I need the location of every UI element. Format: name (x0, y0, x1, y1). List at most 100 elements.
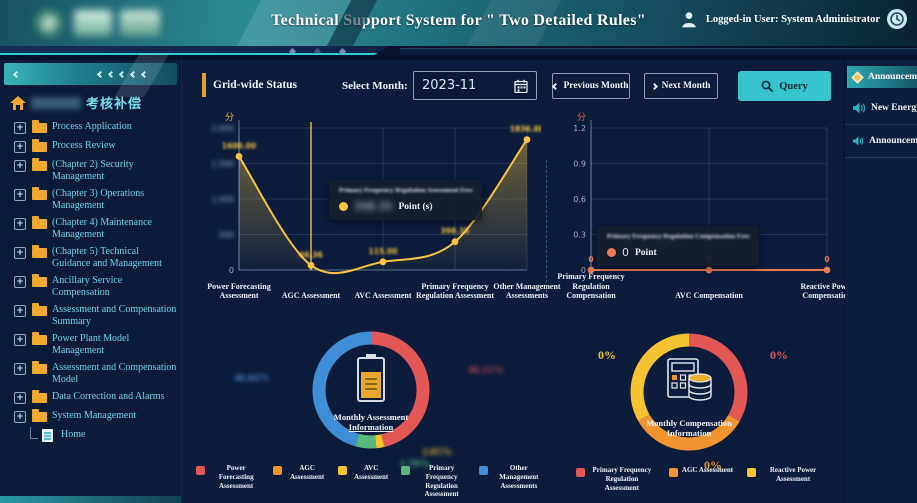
monthly-compensation-donut[interactable]: Monthly Compensation Information (627, 330, 751, 454)
legend-swatch (401, 466, 411, 475)
legend-swatch (478, 466, 488, 475)
calendar-icon (514, 79, 528, 93)
sidebar-item-assessment-and-compensation-summary[interactable]: + Assessment and Compensation Summary (0, 301, 181, 330)
compensation-line-chart[interactable]: 0 0.3 0.6 0.9 1.2 分 0 0 0 Primary Frequency Regu… (553, 110, 853, 302)
collapse-arrow-icon[interactable] (12, 70, 21, 78)
expand-plus-icon[interactable]: + (14, 411, 26, 423)
legend-item-power-forecasting-assessment[interactable]: Power Forecasting Assessment (196, 464, 263, 499)
legend-label: AVC Assessment (354, 464, 389, 481)
sidebar-title: 考核补偿 (10, 93, 142, 112)
accent-bar (202, 73, 206, 97)
legend-item-agc-assessment[interactable]: AGC Assessment (273, 464, 328, 499)
expand-plus-icon[interactable]: + (14, 122, 26, 134)
sidebar-item-chapter-3-operations-management[interactable]: + (Chapter 3) Operations Management (0, 185, 181, 214)
pct-label-reactive-power: 0% (598, 348, 616, 362)
sidebar-item-chapter-5-technical-guidance-and-management[interactable]: + (Chapter 5) Technical Guidance and Mana… (0, 243, 181, 272)
svg-text:1,500: 1,500 (211, 160, 234, 169)
pct-label-power-forecasting: 46.12% (468, 364, 504, 376)
sidebar-item-label: Process Application (52, 121, 132, 132)
legend-swatch (196, 466, 205, 475)
folder-icon (32, 187, 47, 200)
announcement-item-new-energy[interactable]: New Energy (845, 92, 917, 125)
previous-month-label: Previous Month (563, 81, 629, 91)
main-content: Grid-wide Status Select Month: 2023-11 (181, 60, 854, 503)
expand-plus-icon[interactable]: + (14, 305, 26, 317)
sidebar-item-ancillary-service-compensation[interactable]: + Ancillary Service Compensation (0, 272, 181, 301)
clock-icon[interactable] (887, 9, 907, 29)
svg-text:0: 0 (229, 266, 234, 275)
sidebar-footer-bar (0, 496, 181, 503)
folder-icon (32, 158, 47, 171)
legend-item-avc-assessment[interactable]: AVC Assessment (337, 464, 392, 499)
legend-label: Other Management Assessments (499, 464, 539, 490)
previous-month-button[interactable]: Previous Month (552, 73, 630, 99)
announcements-header-label: Announcements (868, 72, 917, 82)
legend-item-reactive-power-assessment[interactable]: Reactive Power Assessment (747, 466, 826, 492)
sidebar-item-label: (Chapter 2) Security Management (52, 159, 134, 182)
donut-title-line1: Monthly Compensation (646, 418, 732, 428)
sidebar-item-process-review[interactable]: + Process Review (0, 137, 181, 156)
sidebar-item-chapter-2-security-management[interactable]: + (Chapter 2) Security Management (0, 156, 181, 185)
sidebar-item-label: System Management (52, 410, 137, 421)
announcement-label: New Energy (870, 103, 917, 113)
announcement-item-announcement[interactable]: Announcement (845, 125, 917, 158)
legend-item-other-management-assessments[interactable]: Other Management Assessments (478, 464, 546, 499)
monthly-assessment-donut[interactable]: Monthly Assessment Information (309, 328, 433, 452)
svg-text:0: 0 (588, 255, 593, 264)
sidebar-item-power-plant-model-management[interactable]: + Power Plant Model Management (0, 330, 181, 359)
svg-text:1836.88: 1836.88 (510, 125, 541, 134)
svg-text:分: 分 (225, 112, 234, 123)
sidebar-item-chapter-4-maintenance-management[interactable]: + (Chapter 4) Maintenance Management (0, 214, 181, 243)
svg-text:0.3: 0.3 (573, 231, 586, 240)
folder-icon (32, 409, 47, 422)
expand-plus-icon[interactable]: + (14, 392, 26, 404)
document-icon (42, 429, 53, 442)
legend-item-agc-assessment[interactable]: AGC Assessment (668, 466, 733, 492)
sidebar-item-label: Assessment and Compensation Summary (52, 304, 177, 327)
chevron-right-icon (650, 82, 658, 90)
sidebar-item-label: (Chapter 3) Operations Management (52, 188, 145, 211)
expand-plus-icon[interactable]: + (14, 160, 26, 172)
toolbar: Grid-wide Status Select Month: 2023-11 (182, 60, 844, 106)
sidebar-item-home[interactable]: Home (0, 426, 181, 445)
pct-label-primary-frequency-comp: 0% (770, 348, 788, 362)
donut-title: Monthly Assessment Information (316, 412, 426, 432)
expand-plus-icon[interactable]: + (14, 363, 26, 375)
expand-plus-icon[interactable]: + (14, 218, 26, 230)
header-decor-shade (657, 0, 917, 46)
expand-plus-icon[interactable]: + (14, 247, 26, 259)
expand-plus-icon[interactable]: + (14, 276, 26, 288)
month-picker-input[interactable]: 2023-11 (413, 71, 537, 100)
sidebar-collapse-bar[interactable] (4, 63, 177, 85)
assessment-line-chart[interactable]: 0 500 1,000 1,500 2,000 分 1600.00 66.36 115.00 39… (201, 110, 560, 302)
announcements-header[interactable]: Announcements (847, 66, 917, 88)
sidebar-item-label: Ancillary Service Compensation (52, 275, 123, 298)
expand-plus-icon[interactable]: + (14, 189, 26, 201)
sidebar-item-assessment-and-compensation-model[interactable]: + Assessment and Compensation Model (0, 359, 181, 388)
sidebar-item-label: (Chapter 5) Technical Guidance and Manag… (52, 246, 162, 269)
legend-item-primary-frequency-regulation-assessment[interactable]: Primary Frequency Regulation Assessment (401, 464, 468, 499)
x-category-power-forecasting-assessment: Power Forecasting Assessment (207, 281, 271, 300)
pct-label-other-management: 46.04% (234, 372, 270, 384)
expand-plus-icon[interactable]: + (14, 334, 26, 346)
legend-item-primary-frequency-regulation-assessment[interactable]: Primary Frequency Regulation Assessment (575, 466, 655, 492)
legend-label: AGC Assessment (289, 464, 325, 481)
next-month-button[interactable]: Next Month (644, 73, 718, 99)
folder-icon (32, 216, 47, 229)
decor-bar (400, 48, 917, 55)
sidebar-item-process-application[interactable]: + Process Application (0, 118, 181, 137)
folder-icon (32, 332, 47, 345)
speaker-icon (853, 136, 864, 146)
sidebar-item-data-correction-and-alarms[interactable]: + Data Correction and Alarms (0, 388, 181, 407)
pct-label-agc-comp: 0% (704, 458, 722, 472)
legend-swatch (273, 466, 283, 475)
query-button[interactable]: Query (738, 71, 831, 101)
svg-text:398.35: 398.35 (441, 227, 470, 236)
collapse-arrows-icon[interactable] (96, 70, 149, 78)
legend-label: Power Forecasting Assessment (218, 464, 254, 490)
battery-icon (357, 354, 385, 402)
section-title: Grid-wide Status (202, 73, 297, 97)
legend-swatch (747, 468, 757, 477)
expand-plus-icon[interactable]: + (14, 141, 26, 153)
sidebar-item-system-management[interactable]: + System Management (0, 407, 181, 426)
